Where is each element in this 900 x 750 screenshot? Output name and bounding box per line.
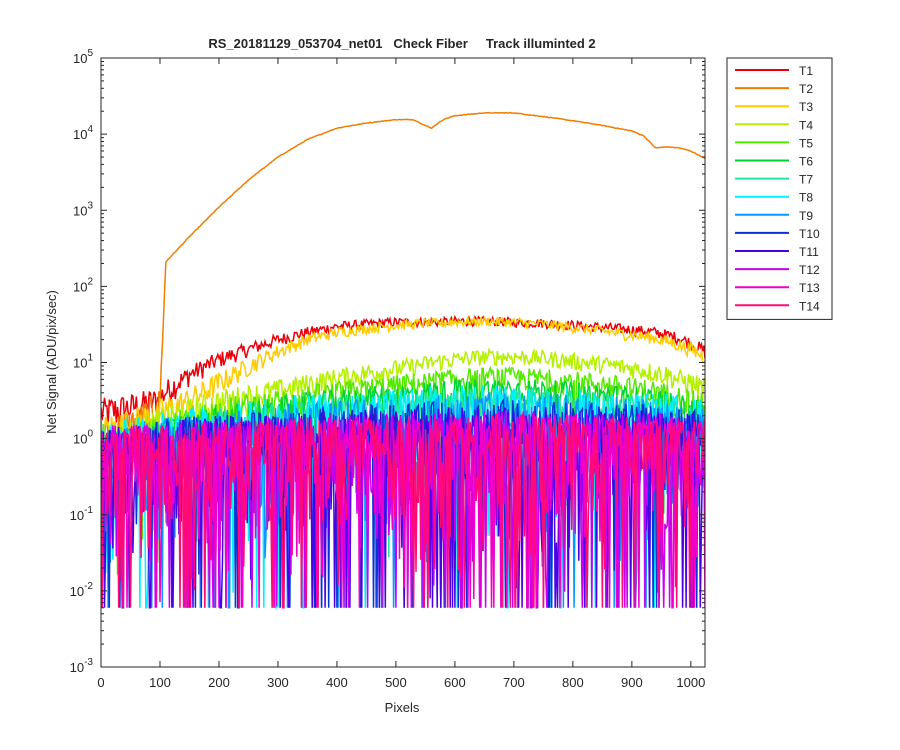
legend-label-t10: T10 <box>799 227 820 241</box>
y-tick-label: 10-1 <box>70 505 94 523</box>
x-tick-label: 300 <box>267 675 289 690</box>
y-axis-label: Net Signal (ADU/pix/sec) <box>44 290 59 434</box>
legend-label-t5: T5 <box>799 136 813 150</box>
legend-label-t4: T4 <box>799 118 813 132</box>
legend-label-t1: T1 <box>799 64 813 78</box>
x-tick-label: 600 <box>444 675 466 690</box>
legend: T1 T2 T3 T4 T5 T6 T7 T8 T9 T10 T11 T12 T13 T14 <box>726 57 833 320</box>
series-line-t3 <box>101 314 705 449</box>
x-tick-label: 200 <box>208 675 230 690</box>
x-tick-label: 900 <box>621 675 643 690</box>
series-line-t1 <box>101 314 705 426</box>
legend-label-t13: T13 <box>799 281 820 295</box>
y-tick-label: 100 <box>73 429 93 447</box>
y-tick-label: 104 <box>73 124 93 142</box>
y-tick-label: 10-2 <box>70 581 94 599</box>
chart-title: RS_20181129_053704_net01 Check Fiber Tra… <box>208 36 595 51</box>
legend-label-t2: T2 <box>799 82 813 96</box>
x-tick-label: 800 <box>562 675 584 690</box>
y-tick-label: 105 <box>73 48 93 66</box>
x-tick-label: 500 <box>385 675 407 690</box>
legend-label-t3: T3 <box>799 100 813 114</box>
y-tick-label: 103 <box>73 200 93 218</box>
x-tick-label: 1000 <box>676 675 705 690</box>
legend-label-t6: T6 <box>799 155 813 169</box>
y-tick-label: 102 <box>73 276 93 294</box>
legend-box <box>726 57 833 320</box>
legend-label-t9: T9 <box>799 209 813 223</box>
legend-label-t11: T11 <box>799 245 819 259</box>
plot-area: 0 100 200 300 400 500 600 700 800 900 1000 10-3 10-2… <box>70 48 706 690</box>
x-tick-label: 700 <box>503 675 525 690</box>
legend-label-t12: T12 <box>799 263 820 277</box>
legend-label-t14: T14 <box>799 299 820 313</box>
y-tick-label: 101 <box>73 353 93 371</box>
x-tick-label: 0 <box>97 675 104 690</box>
series-line-t2 <box>101 111 705 452</box>
series-line-t14 <box>101 413 705 609</box>
x-tick-label: 100 <box>149 675 171 690</box>
y-tick-label: 10-3 <box>70 657 94 675</box>
series-lines <box>101 111 705 609</box>
x-axis-label: Pixels <box>385 700 420 715</box>
x-tick-label: 400 <box>326 675 348 690</box>
legend-label-t8: T8 <box>799 191 813 205</box>
legend-label-t7: T7 <box>799 173 813 187</box>
